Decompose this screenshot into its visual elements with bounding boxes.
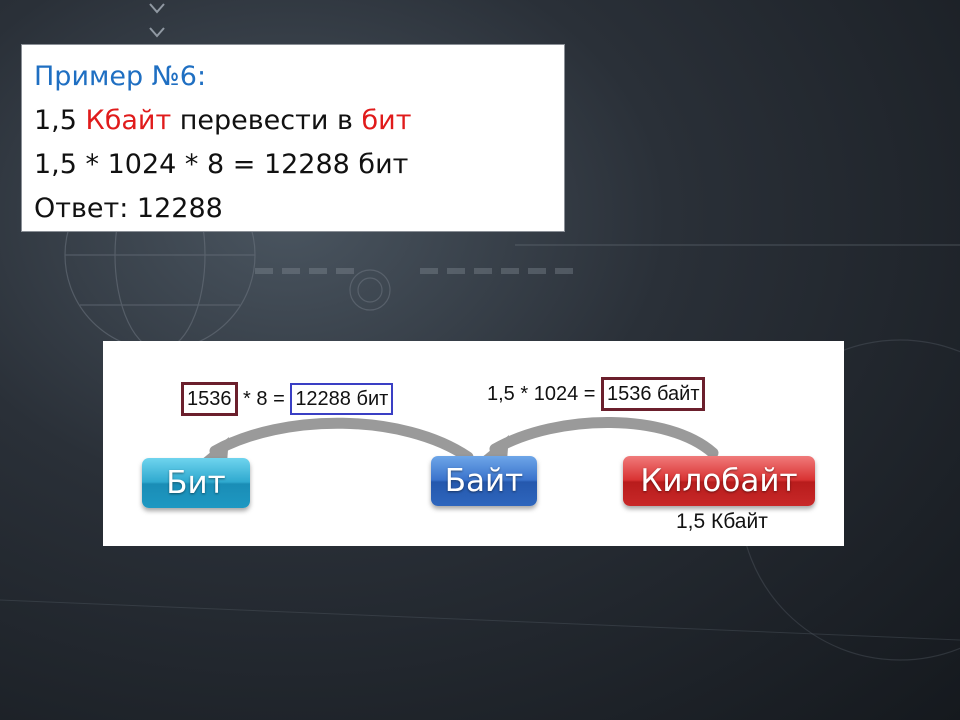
task-unit-to: бит (361, 105, 412, 136)
arrow-byte-to-bit (209, 417, 474, 463)
box-1536: 1536 (181, 382, 238, 416)
equation-bits: 1536 * 8 = 12288 бит (181, 382, 394, 416)
example-title: Пример №6: (34, 61, 207, 92)
example-calc: 1,5 * 1024 * 8 = 12288 бит (34, 149, 409, 180)
byte-button[interactable]: Байт (431, 456, 537, 506)
example-task: 1,5 Кбайт перевести в бит (34, 99, 552, 143)
kilobyte-caption: 1,5 Кбайт (676, 510, 768, 533)
example-answer: Ответ: 12288 (34, 193, 223, 224)
example-card: Пример №6: 1,5 Кбайт перевести в бит 1,5… (21, 44, 565, 232)
box-12288-bit: 12288 бит (290, 383, 394, 415)
task-unit-from: Кбайт (85, 105, 172, 136)
equation-bytes: 1,5 * 1024 = 1536 байт (487, 377, 706, 411)
task-prefix: 1,5 (34, 105, 86, 136)
task-middle: перевести в (171, 105, 362, 136)
arrow-kb-to-byte (489, 417, 719, 459)
box-1536-byte: 1536 байт (600, 377, 706, 411)
eq-bytes-prefix: 1,5 * 1024 = (487, 383, 601, 405)
eq-bits-middle: * 8 = (237, 388, 291, 410)
conversion-diagram: 1536 * 8 = 12288 бит 1,5 * 1024 = 1536 б… (103, 341, 844, 546)
kilobyte-button[interactable]: Килобайт (623, 456, 815, 506)
bit-button[interactable]: Бит (142, 458, 250, 508)
